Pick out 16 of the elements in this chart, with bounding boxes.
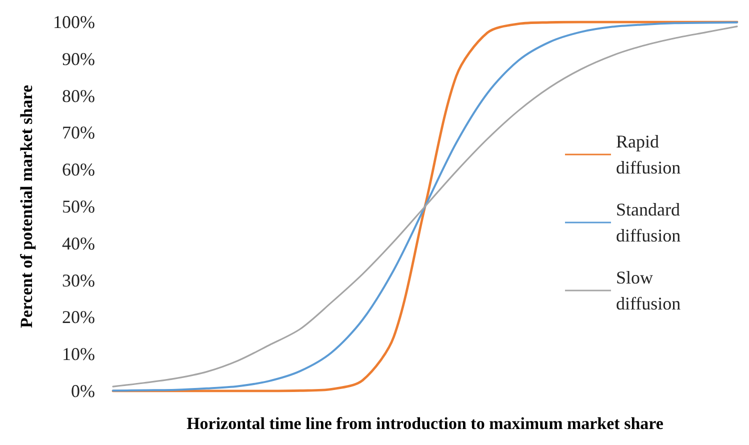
y-tick-label: 100% [53, 12, 95, 32]
y-tick-label: 0% [71, 381, 95, 401]
y-axis-title: Percent of potential market share [17, 84, 36, 328]
y-tick-label: 10% [62, 344, 95, 364]
y-tick-label: 50% [62, 196, 95, 216]
y-tick-label: 30% [62, 270, 95, 290]
y-tick-label: 70% [62, 122, 95, 143]
legend-label: Rapid diffusion [616, 132, 681, 178]
legend-label: Standard diffusion [616, 200, 684, 246]
y-tick-label: 90% [62, 48, 95, 69]
y-tick-label: 80% [62, 86, 95, 106]
y-tick-label: 40% [62, 233, 95, 254]
legend-label: Slow diffusion [616, 268, 681, 314]
y-tick-label: 60% [62, 160, 95, 180]
x-axis-title: Horizontal time line from introduction to maximum market share [186, 414, 664, 433]
y-tick-label: 20% [62, 307, 95, 328]
